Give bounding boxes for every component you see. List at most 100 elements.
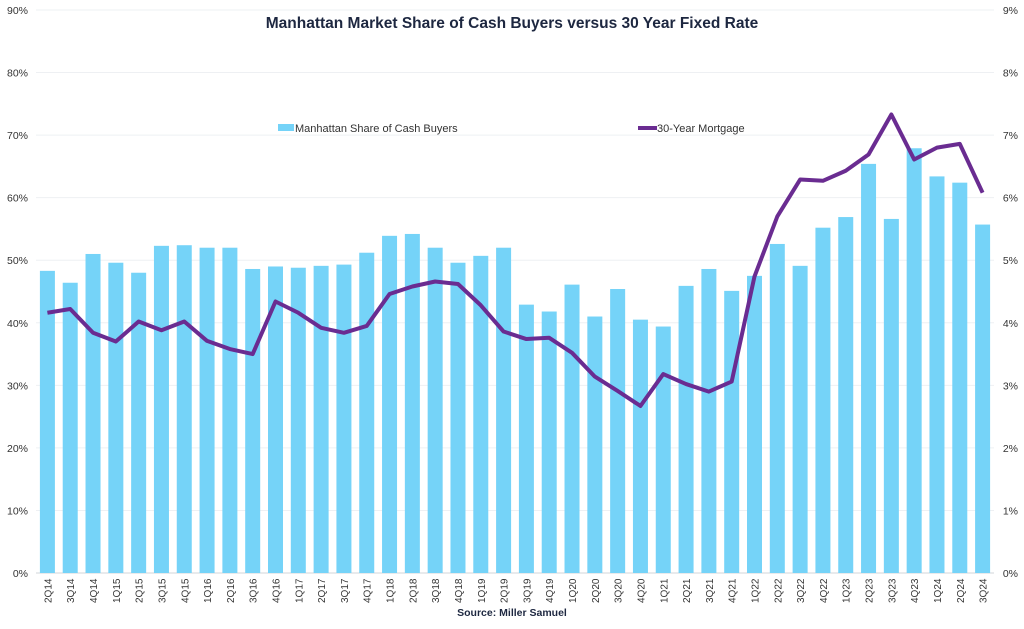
bar xyxy=(975,225,990,573)
x-axis-tick-label: 3Q14 xyxy=(66,578,77,603)
right-axis-tick-label: 9% xyxy=(1003,5,1018,17)
right-axis-tick-label: 2% xyxy=(1003,443,1018,455)
source-label: Source: Miller Samuel xyxy=(457,607,567,619)
x-axis-tick-label: 2Q16 xyxy=(226,578,237,603)
bar xyxy=(245,269,260,573)
x-axis-tick-label: 4Q19 xyxy=(545,578,556,603)
bar xyxy=(633,320,648,573)
x-axis-tick-label: 4Q14 xyxy=(89,578,100,603)
bar xyxy=(40,271,55,573)
bar xyxy=(952,183,967,573)
right-axis-tick-label: 0% xyxy=(1003,568,1018,580)
bar xyxy=(177,245,192,573)
bar xyxy=(929,176,944,573)
bar xyxy=(838,217,853,573)
bar xyxy=(747,276,762,573)
bar xyxy=(815,228,830,573)
x-axis-tick-label: 4Q20 xyxy=(636,578,647,603)
left-axis-tick-label: 20% xyxy=(7,443,28,455)
bar xyxy=(770,244,785,573)
x-axis-tick-label: 1Q16 xyxy=(203,578,214,603)
bar xyxy=(428,248,443,573)
bar xyxy=(679,286,694,573)
x-axis-tick-label: 3Q17 xyxy=(340,578,351,603)
left-axis-tick-label: 90% xyxy=(7,5,28,17)
bar xyxy=(154,246,169,573)
legend: Manhattan Share of Cash Buyers 30-Year M… xyxy=(278,123,745,135)
x-axis-tick-label: 3Q23 xyxy=(887,578,898,603)
x-axis-tick-label: 1Q20 xyxy=(568,578,579,603)
left-axis-tick-label: 50% xyxy=(7,255,28,267)
right-axis-tick-label: 1% xyxy=(1003,505,1018,517)
x-axis-tick-label: 2Q14 xyxy=(43,578,54,603)
x-axis-tick-label: 4Q18 xyxy=(454,578,465,603)
x-axis-tick-label: 2Q24 xyxy=(956,578,967,603)
x-axis-tick-label: 1Q19 xyxy=(477,578,488,603)
chart-title: Manhattan Market Share of Cash Buyers ve… xyxy=(266,15,759,32)
legend-label-cash-buyers: Manhattan Share of Cash Buyers xyxy=(295,123,458,135)
left-axis-tick-label: 30% xyxy=(7,380,28,392)
x-axis-tick-label: 4Q23 xyxy=(910,578,921,603)
x-axis-tick-label: 3Q19 xyxy=(522,578,533,603)
x-axis-tick-label: 3Q16 xyxy=(249,578,260,603)
bar xyxy=(450,263,465,573)
x-axis-tick-label: 4Q16 xyxy=(272,578,283,603)
bar xyxy=(63,283,78,573)
legend-swatch-cash-buyers xyxy=(278,124,294,131)
x-axis-tick-label: 2Q17 xyxy=(317,578,328,603)
bar xyxy=(587,317,602,573)
bar xyxy=(359,253,374,573)
bar xyxy=(565,285,580,573)
bar xyxy=(519,305,534,573)
x-axis-tick-label: 2Q18 xyxy=(408,578,419,603)
x-axis-tick-label: 3Q24 xyxy=(979,578,990,603)
x-axis-tick-label: 2Q20 xyxy=(591,578,602,603)
x-axis-tick-label: 1Q24 xyxy=(933,578,944,603)
x-axis-tick-label: 3Q21 xyxy=(705,578,716,603)
x-axis-tick-label: 4Q22 xyxy=(819,578,830,603)
x-axis-tick-label: 2Q19 xyxy=(500,578,511,603)
bar xyxy=(724,291,739,573)
right-axis-tick-label: 3% xyxy=(1003,380,1018,392)
right-axis-tick-label: 5% xyxy=(1003,255,1018,267)
x-axis-tick-label: 2Q21 xyxy=(682,578,693,603)
x-axis-tick-label: 4Q15 xyxy=(180,578,191,603)
bar xyxy=(610,289,625,573)
x-axis-tick-label: 2Q22 xyxy=(773,578,784,603)
left-axis-tick-label: 40% xyxy=(7,318,28,330)
right-axis-tick-label: 6% xyxy=(1003,193,1018,205)
x-axis-tick-label: 1Q15 xyxy=(112,578,123,603)
x-axis-tick-label: 3Q20 xyxy=(614,578,625,603)
x-axis-tick-label: 1Q17 xyxy=(294,578,305,603)
bar xyxy=(86,254,101,573)
x-axis-tick-label: 3Q15 xyxy=(157,578,168,603)
x-axis-tick-label: 2Q15 xyxy=(135,578,146,603)
x-axis-tick-label: 1Q23 xyxy=(842,578,853,603)
bar xyxy=(131,273,146,573)
bar xyxy=(861,164,876,573)
x-axis-tick-label: 3Q22 xyxy=(796,578,807,603)
x-axis-tick-label: 1Q18 xyxy=(386,578,397,603)
left-axis-tick-label: 80% xyxy=(7,68,28,80)
left-axis-tick-label: 10% xyxy=(7,505,28,517)
bar xyxy=(314,266,329,573)
x-axis-tick-label: 2Q23 xyxy=(865,578,876,603)
x-axis-tick-label: 3Q18 xyxy=(431,578,442,603)
legend-label-mortgage: 30-Year Mortgage xyxy=(657,123,745,135)
bar xyxy=(382,236,397,573)
right-axis-tick-label: 7% xyxy=(1003,130,1018,142)
bar xyxy=(336,265,351,573)
x-axis-tick-label: 1Q21 xyxy=(659,578,670,603)
x-axis-tick-label: 4Q21 xyxy=(728,578,739,603)
right-axis-tick-label: 8% xyxy=(1003,68,1018,80)
left-axis-tick-label: 70% xyxy=(7,130,28,142)
bar xyxy=(542,312,557,573)
bar xyxy=(496,248,511,573)
x-axis-tick-label: 1Q22 xyxy=(751,578,762,603)
bar xyxy=(793,266,808,573)
bar xyxy=(907,148,922,573)
left-axis-tick-label: 0% xyxy=(13,568,28,580)
bar xyxy=(108,263,123,573)
left-axis-tick-label: 60% xyxy=(7,193,28,205)
